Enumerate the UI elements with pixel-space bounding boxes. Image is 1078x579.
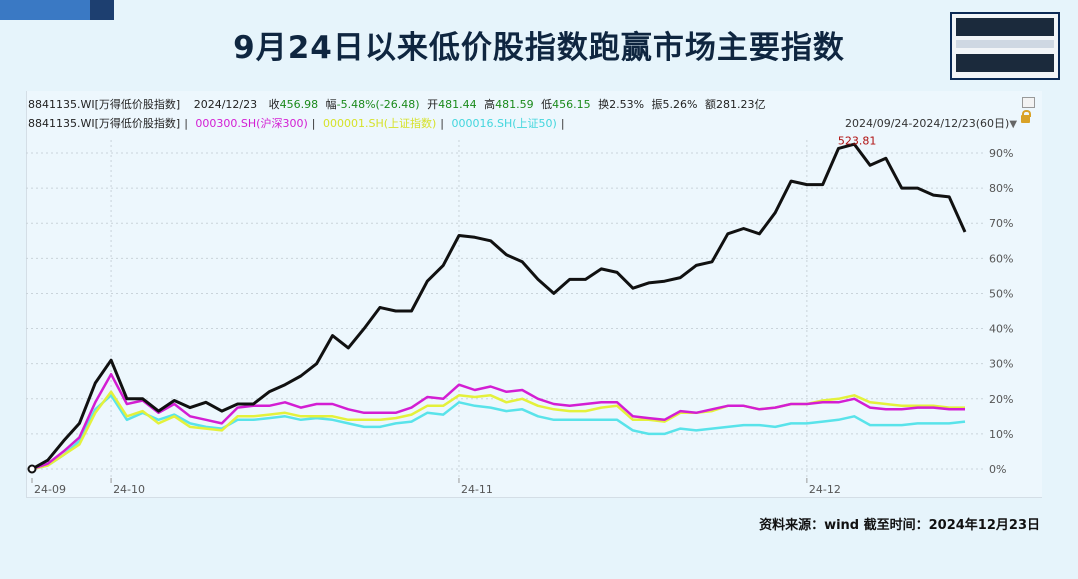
corner-banner <box>0 0 114 20</box>
peak-value-label: 523.81 <box>838 134 877 147</box>
amplitude-value: 5.26% <box>662 98 698 111</box>
quote-date: 2024/12/23 <box>193 98 258 111</box>
low-value: 456.15 <box>552 98 591 111</box>
change-label: 幅 <box>325 98 337 111</box>
close-label: 收 <box>268 98 280 111</box>
low-label: 低 <box>541 98 553 111</box>
y-tick-label: 0% <box>989 463 1006 476</box>
open-value: 481.44 <box>438 98 477 111</box>
chart-panel <box>26 91 1042 498</box>
turnover-value: 2.53% <box>609 98 645 111</box>
brand-logo <box>950 12 1060 80</box>
series-line-hs300 <box>31 372 965 471</box>
quote-info-row: 8841135.WI[万得低价股指数] 2024/12/23 收456.98 幅… <box>28 96 769 112</box>
page-title: 9月24日以来低价股指数跑赢市场主要指数 <box>233 30 845 66</box>
x-tick-label: 24-12 <box>809 483 841 496</box>
index-code: 8841135.WI[万得低价股指数] <box>28 98 181 111</box>
y-tick-label: 60% <box>989 252 1013 265</box>
x-tick-label: 24-09 <box>34 483 66 496</box>
legend-low-price[interactable]: 8841135.WI[万得低价股指数] <box>28 117 181 130</box>
turnover-label: 换 <box>598 98 610 111</box>
x-tick-label: 24-10 <box>113 483 145 496</box>
legend-hs300[interactable]: 000300.SH(沪深300) <box>195 117 308 130</box>
series-line-low-price <box>31 142 967 471</box>
series-line-sz50 <box>31 394 966 471</box>
y-tick-label: 50% <box>989 287 1013 300</box>
high-value: 481.59 <box>495 98 534 111</box>
high-label: 高 <box>484 98 496 111</box>
y-tick-label: 20% <box>989 393 1013 406</box>
chevron-down-icon: ▼ <box>1009 119 1018 130</box>
legend-sz50[interactable]: 000016.SH(上证50) <box>451 117 557 130</box>
change-value: -5.48%(-26.48) <box>336 98 420 111</box>
y-tick-label: 40% <box>989 323 1013 336</box>
lock-icon[interactable] <box>1021 115 1030 123</box>
y-tick-label: 10% <box>989 428 1013 441</box>
legend-sse[interactable]: 000001.SH(上证指数) <box>322 117 437 130</box>
lock-icon-shackle <box>1022 110 1031 117</box>
legend-row: 8841135.WI[万得低价股指数] | 000300.SH(沪深300) | 0… <box>28 117 565 130</box>
open-label: 开 <box>427 98 439 111</box>
close-value: 456.98 <box>279 98 319 111</box>
date-range-text: 2024/09/24-2024/12/23(60日) <box>845 117 1010 130</box>
amplitude-label: 振 <box>651 98 663 111</box>
x-tick-label: 24-11 <box>461 483 493 496</box>
date-range-selector[interactable]: 2024/09/24-2024/12/23(60日)▼ <box>845 115 1017 131</box>
y-tick-label: 30% <box>989 358 1013 371</box>
data-source-note: 资料来源：wind 截至时间：2024年12月23日 <box>759 518 1040 533</box>
amount-label: 额 <box>704 98 716 111</box>
y-tick-label: 70% <box>989 217 1013 230</box>
start-point-marker <box>27 464 37 474</box>
y-tick-label: 90% <box>989 147 1013 160</box>
chart-settings-button[interactable] <box>1022 97 1035 108</box>
y-tick-label: 80% <box>989 182 1013 195</box>
amount-value: 281.23亿 <box>715 98 766 111</box>
